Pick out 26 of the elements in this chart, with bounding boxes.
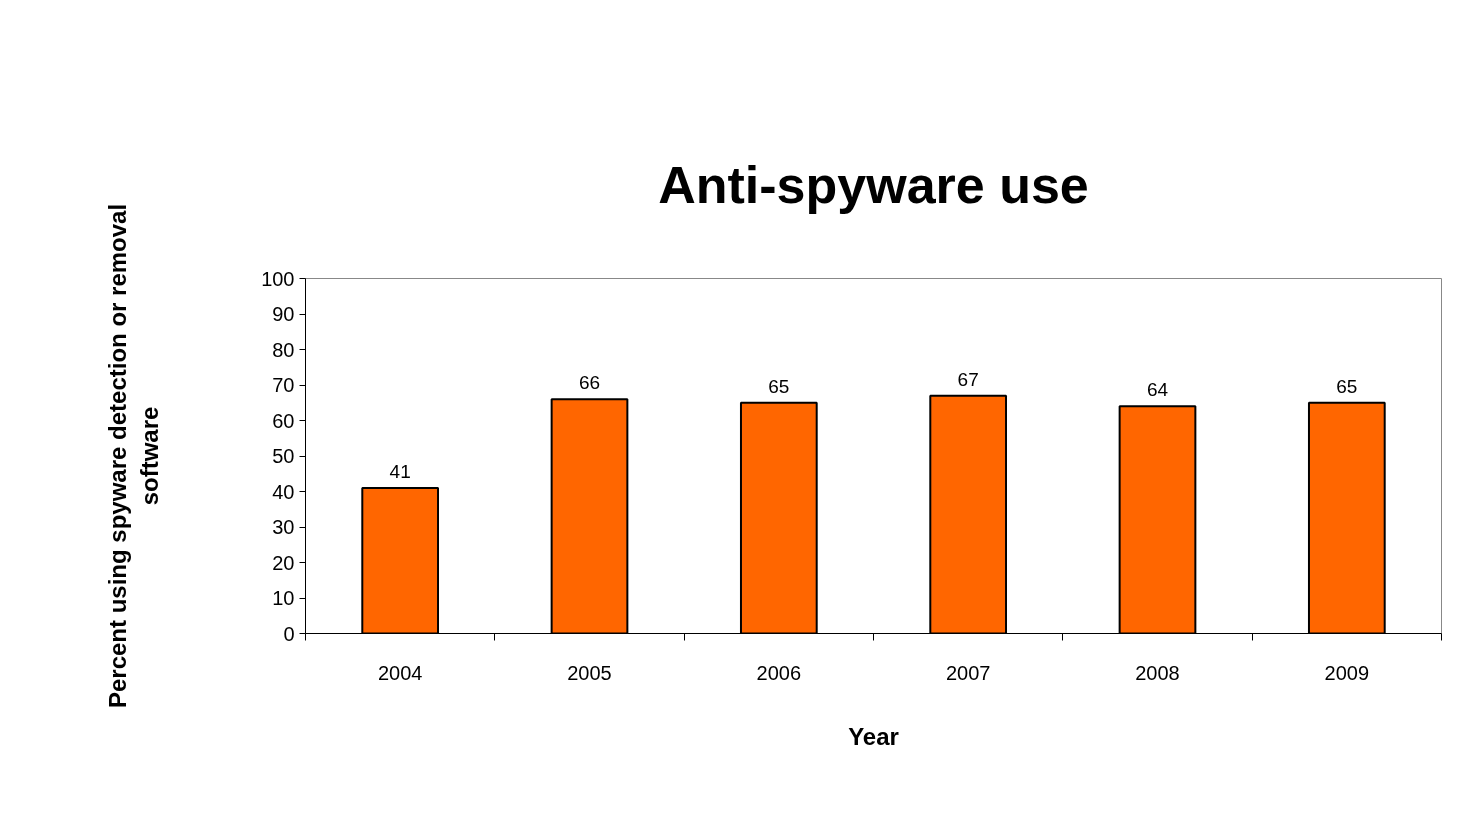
y-tick-label: 70 xyxy=(272,374,295,396)
data-label: 65 xyxy=(768,375,790,397)
data-label: 64 xyxy=(1146,379,1169,401)
data-label: 66 xyxy=(578,372,601,394)
x-axis-title: Year xyxy=(848,722,899,750)
y-tick-label: 60 xyxy=(272,409,295,432)
x-tick-label: 2008 xyxy=(1135,661,1180,684)
data-label: 65 xyxy=(1336,375,1358,397)
data-label: 41 xyxy=(389,460,411,482)
y-axis-title: Percent using spyware detection or removal software xyxy=(103,203,164,709)
x-tick-label: 2009 xyxy=(1324,661,1370,684)
chart-title: Anti-spyware use xyxy=(658,155,1089,214)
y-tick-label: 30 xyxy=(272,516,295,538)
y-tick-label: 40 xyxy=(272,480,295,503)
y-tick-label: 20 xyxy=(272,551,295,574)
x-tick-label: 2006 xyxy=(756,661,802,684)
y-tick-label: 90 xyxy=(272,303,295,325)
x-tick-label: 2007 xyxy=(945,661,991,684)
y-tick-label: 50 xyxy=(272,445,295,467)
x-tick-label: 2005 xyxy=(567,661,612,684)
y-tick-label: 80 xyxy=(272,338,295,361)
y-tick-label: 0 xyxy=(283,622,295,645)
y-tick-label: 100 xyxy=(261,267,295,290)
x-tick-label: 2004 xyxy=(377,661,423,684)
data-label: 67 xyxy=(957,368,979,390)
y-tick-label: 10 xyxy=(272,587,295,609)
